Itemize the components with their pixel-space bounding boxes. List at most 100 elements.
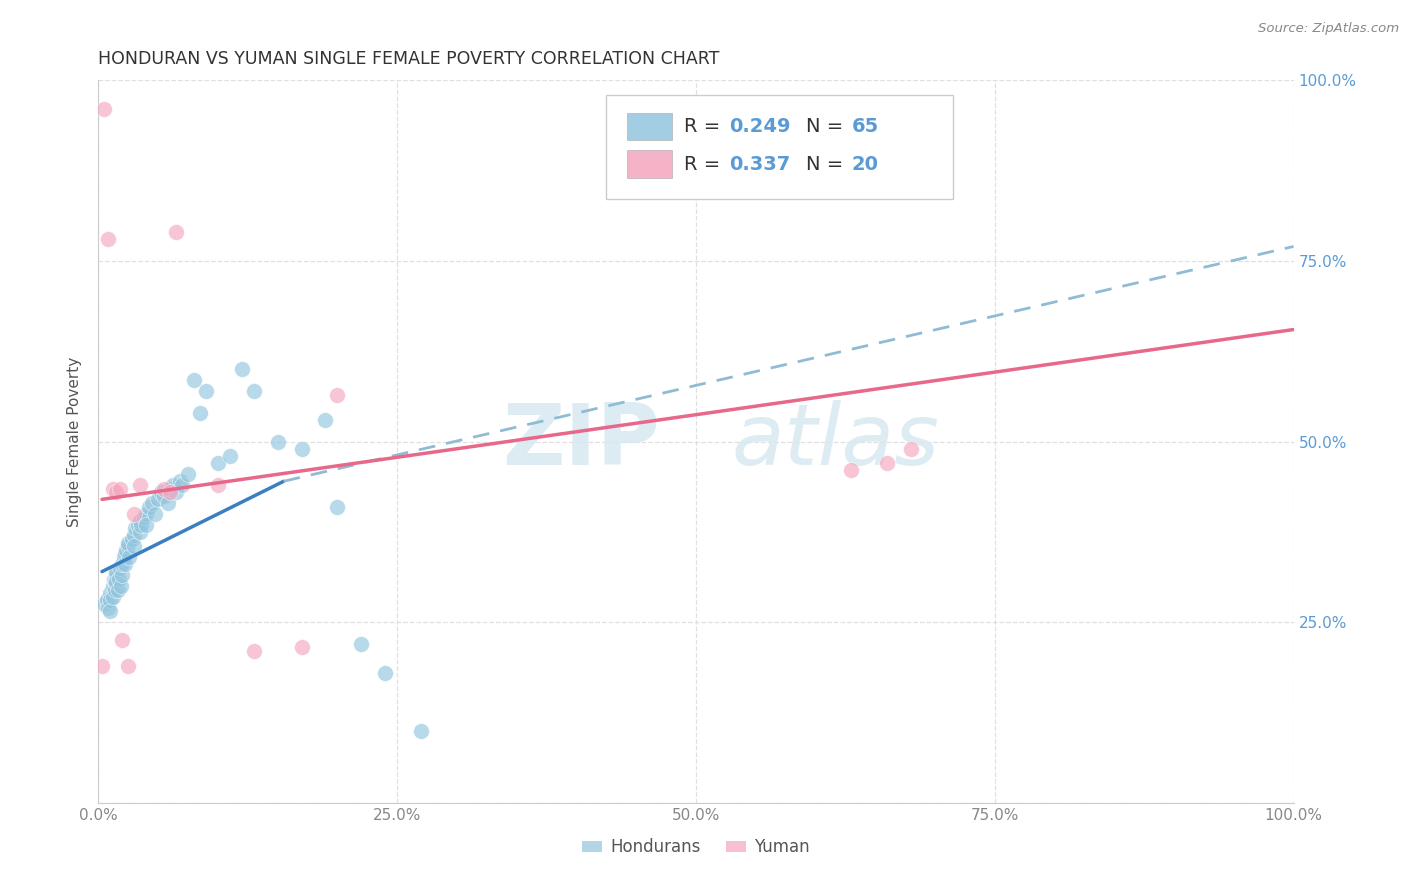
Point bbox=[91, 658, 114, 673]
Point bbox=[183, 373, 205, 387]
Point bbox=[243, 644, 266, 658]
Point bbox=[111, 568, 134, 582]
Point bbox=[124, 539, 146, 553]
Point bbox=[132, 510, 155, 524]
Text: 0.337: 0.337 bbox=[730, 155, 790, 174]
Y-axis label: Single Female Poverty: Single Female Poverty bbox=[67, 357, 83, 526]
Point bbox=[127, 517, 149, 532]
Point bbox=[98, 586, 122, 600]
Point bbox=[411, 723, 433, 738]
Point bbox=[124, 528, 146, 542]
Point bbox=[101, 579, 124, 593]
Point bbox=[101, 590, 124, 604]
Point bbox=[105, 565, 128, 579]
Point bbox=[108, 482, 131, 496]
Point bbox=[124, 521, 146, 535]
Point bbox=[97, 600, 120, 615]
Point bbox=[291, 640, 314, 655]
Point bbox=[159, 485, 181, 500]
FancyBboxPatch shape bbox=[627, 112, 672, 140]
Point bbox=[326, 387, 349, 401]
Text: R =: R = bbox=[685, 155, 727, 174]
Point bbox=[350, 637, 373, 651]
Point bbox=[291, 442, 314, 456]
Point bbox=[121, 532, 143, 546]
Point bbox=[135, 507, 157, 521]
Point bbox=[101, 482, 124, 496]
FancyBboxPatch shape bbox=[627, 151, 672, 178]
Point bbox=[156, 496, 179, 510]
Point bbox=[93, 102, 115, 116]
Text: ZIP: ZIP bbox=[502, 400, 661, 483]
Point bbox=[117, 658, 139, 673]
Point bbox=[105, 575, 128, 590]
Point bbox=[103, 572, 125, 586]
Point bbox=[148, 492, 170, 507]
Point bbox=[93, 597, 115, 611]
Point bbox=[105, 568, 128, 582]
Point bbox=[97, 232, 120, 246]
Point bbox=[159, 482, 181, 496]
Point bbox=[172, 478, 194, 492]
Point bbox=[111, 633, 134, 648]
Point bbox=[162, 478, 184, 492]
Point bbox=[876, 456, 898, 470]
Point bbox=[219, 449, 242, 463]
Point bbox=[841, 463, 863, 477]
Point bbox=[107, 582, 129, 597]
Point bbox=[207, 456, 229, 470]
Point bbox=[117, 539, 139, 553]
Text: HONDURAN VS YUMAN SINGLE FEMALE POVERTY CORRELATION CHART: HONDURAN VS YUMAN SINGLE FEMALE POVERTY … bbox=[98, 50, 720, 68]
Point bbox=[131, 517, 153, 532]
Legend: Hondurans, Yuman: Hondurans, Yuman bbox=[575, 831, 817, 863]
Text: 0.249: 0.249 bbox=[730, 117, 792, 136]
Point bbox=[124, 507, 146, 521]
Point bbox=[110, 579, 132, 593]
Point bbox=[243, 384, 266, 398]
Point bbox=[267, 434, 290, 449]
Point bbox=[149, 485, 172, 500]
Point bbox=[96, 593, 118, 607]
Text: Source: ZipAtlas.com: Source: ZipAtlas.com bbox=[1258, 22, 1399, 36]
Point bbox=[135, 517, 157, 532]
Point bbox=[177, 467, 200, 481]
Text: 20: 20 bbox=[852, 155, 879, 174]
Point bbox=[114, 558, 136, 572]
Point bbox=[195, 384, 218, 398]
Point bbox=[98, 593, 122, 607]
Point bbox=[141, 496, 163, 510]
Text: 65: 65 bbox=[852, 117, 879, 136]
Point bbox=[143, 507, 166, 521]
Point bbox=[118, 550, 141, 565]
Point bbox=[129, 514, 152, 528]
Point bbox=[107, 572, 129, 586]
Point bbox=[105, 485, 128, 500]
Point bbox=[326, 500, 349, 514]
Point bbox=[129, 478, 152, 492]
Point bbox=[111, 558, 134, 572]
Point bbox=[129, 524, 152, 539]
Point bbox=[165, 225, 187, 239]
Point bbox=[138, 500, 160, 514]
Point bbox=[104, 582, 127, 597]
Point bbox=[117, 535, 139, 549]
Point bbox=[374, 665, 396, 680]
Point bbox=[104, 575, 127, 590]
Point bbox=[153, 482, 176, 496]
Text: N =: N = bbox=[806, 155, 849, 174]
Text: R =: R = bbox=[685, 117, 727, 136]
Point bbox=[108, 561, 131, 575]
Point bbox=[165, 485, 187, 500]
Text: N =: N = bbox=[806, 117, 849, 136]
Point bbox=[315, 413, 337, 427]
Point bbox=[112, 550, 135, 565]
Point bbox=[115, 542, 138, 557]
Point bbox=[900, 442, 922, 456]
Text: atlas: atlas bbox=[733, 400, 939, 483]
Point bbox=[98, 604, 122, 618]
Point bbox=[188, 406, 211, 420]
Point bbox=[114, 547, 136, 561]
Point bbox=[169, 475, 191, 489]
Point bbox=[231, 362, 253, 376]
Point bbox=[153, 489, 176, 503]
